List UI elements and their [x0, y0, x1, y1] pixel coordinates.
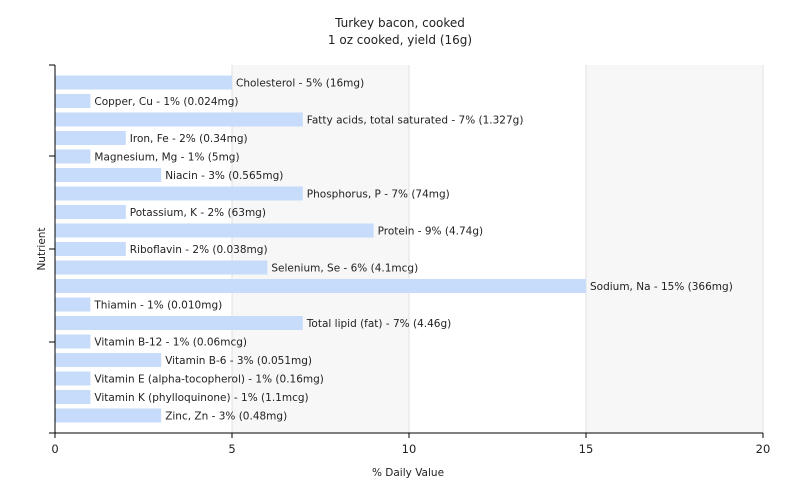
y-axis-label: Nutrient: [36, 227, 48, 270]
bar: [55, 131, 126, 145]
x-tick-label: 0: [51, 442, 58, 456]
x-tick-label: 5: [228, 442, 235, 456]
bar-label: Niacin - 3% (0.565mg): [165, 170, 283, 182]
bar-label: Vitamin B-6 - 3% (0.051mg): [165, 355, 312, 367]
x-axis-label: % Daily Value: [372, 467, 444, 479]
bars: [55, 75, 586, 423]
bar: [55, 205, 126, 219]
chart-title: Turkey bacon, cooked: [334, 16, 465, 30]
bar: [55, 260, 268, 275]
x-tick-label: 15: [579, 442, 594, 456]
bar: [55, 75, 232, 90]
chart-subtitle: 1 oz cooked, yield (16g): [328, 33, 472, 47]
bar: [55, 353, 162, 367]
bar-label: Total lipid (fat) - 7% (4.46g): [306, 318, 451, 330]
bar-label: Iron, Fe - 2% (0.34mg): [130, 133, 248, 145]
bar: [55, 242, 126, 256]
bar-labels: Cholesterol - 5% (16mg) Copper, Cu - 1% (…: [93, 78, 732, 423]
bar-label: Phosphorus, P - 7% (74mg): [307, 189, 450, 201]
x-tick-label: 10: [402, 442, 417, 456]
bar-label: Vitamin E (alpha-tocopherol) - 1% (0.16m…: [94, 374, 324, 386]
grid-band: [409, 65, 586, 433]
bar: [55, 94, 91, 108]
bar-label: Protein - 9% (4.74g): [378, 226, 484, 238]
bar-label: Cholesterol - 5% (16mg): [236, 78, 364, 90]
bar-label: Fatty acids, total saturated - 7% (1.327…: [307, 115, 524, 127]
bar: [55, 279, 586, 293]
bar: [55, 297, 91, 312]
grid-band: [586, 65, 763, 433]
bar: [55, 316, 303, 330]
bar-label: Vitamin B-12 - 1% (0.06mcg): [94, 337, 247, 349]
bar: [55, 334, 91, 349]
x-tick-label: 20: [756, 442, 771, 456]
bar-label: Copper, Cu - 1% (0.024mg): [94, 96, 238, 108]
bar-label: Magnesium, Mg - 1% (5mg): [94, 152, 239, 164]
bar-label: Vitamin K (phylloquinone) - 1% (1.1mcg): [94, 392, 308, 404]
x-ticks: 0 5 10 15 20: [51, 433, 770, 456]
bar: [55, 390, 91, 404]
bar: [55, 168, 162, 182]
bar-label: Potassium, K - 2% (63mg): [130, 207, 266, 219]
bar-label: Sodium, Na - 15% (366mg): [590, 281, 733, 293]
bar: [55, 112, 303, 127]
bar: [55, 186, 303, 201]
bar-label: Selenium, Se - 6% (4.1mcg): [271, 263, 418, 275]
bar: [55, 223, 374, 238]
bar-label: Riboflavin - 2% (0.038mg): [130, 244, 268, 256]
bar-label: Zinc, Zn - 3% (0.48mg): [165, 411, 287, 423]
bar: [55, 371, 91, 386]
bar-label: Thiamin - 1% (0.010mg): [93, 300, 222, 312]
bar: [55, 149, 91, 164]
bar: [55, 408, 162, 423]
